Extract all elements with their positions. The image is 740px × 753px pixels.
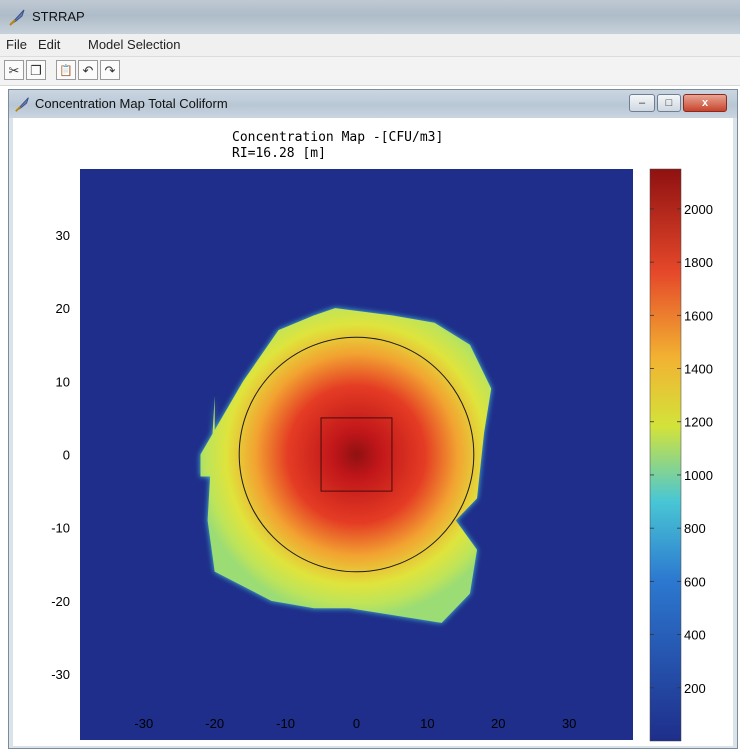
paste-icon: 📋 [59,65,73,77]
map-axes [80,169,633,740]
radius-of-influence-circle [238,336,475,573]
minimize-button[interactable]: – [629,94,655,112]
x-tick-label: -20 [205,716,224,731]
concentration-chart: Concentration Map -[CFU/m3] RI=16.28 [m]… [51,130,713,742]
x-tick-label: -30 [134,716,153,731]
x-tick-label: 30 [562,716,576,731]
x-tick-label: 10 [420,716,434,731]
menu-file[interactable]: File [6,37,27,52]
concentration-map-window: Concentration Map Total Coliform – □ x [8,89,738,749]
feather-icon [15,97,29,112]
paste-button[interactable]: 📋 [56,60,76,80]
y-tick-label: -30 [51,667,70,682]
y-tick-labels: 30 20 10 0 -10 -20 -30 [51,228,70,682]
window-titlebar[interactable]: Concentration Map Total Coliform – □ x [9,90,737,118]
colorbar-tick-label: 1800 [684,255,713,270]
feather-icon [9,9,25,26]
colorbar-tick-label: 1200 [684,415,713,430]
y-tick-label: -20 [51,594,70,609]
close-button[interactable]: x [683,94,727,112]
x-tick-label: 20 [491,716,505,731]
y-tick-label: 30 [56,228,70,243]
y-tick-label: 20 [56,301,70,316]
chart-subtitle: RI=16.28 [m] [232,146,326,161]
y-tick-label: 10 [56,374,70,389]
maximize-button[interactable]: □ [657,94,681,112]
x-tick-label: 0 [353,716,360,731]
menubar: File Edit Model Selection [0,34,740,57]
redo-button[interactable]: ↷ [100,60,120,80]
cut-button[interactable]: ✂ [4,60,24,80]
toolbar: ✂ ❐ 📋 ↶ ↷ [0,57,740,86]
redo-icon: ↷ [104,63,116,78]
colorbar-tick-label: 200 [684,681,706,696]
window-title: Concentration Map Total Coliform [35,96,228,111]
chart-title: Concentration Map -[CFU/m3] [232,130,443,145]
colorbar-tick-label: 800 [684,521,706,536]
app-title: STRRAP [32,9,85,24]
scissors-icon: ✂ [8,63,20,78]
colorbar-tick-label: 1400 [684,362,713,377]
plot-area: Concentration Map -[CFU/m3] RI=16.28 [m]… [13,118,733,746]
plume-layer [200,308,492,623]
colorbar-tick-label: 400 [684,628,706,643]
app-titlebar: STRRAP [0,0,740,34]
colorbar-tick-label: 2000 [684,202,713,217]
y-tick-label: 0 [63,448,70,463]
x-tick-labels: -30 -20 -10 0 10 20 30 [134,716,576,731]
undo-button[interactable]: ↶ [78,60,98,80]
colorbar-tick-label: 1000 [684,468,713,483]
maximize-icon: □ [665,97,673,109]
source-square [320,417,393,492]
copy-button[interactable]: ❐ [26,60,46,80]
colorbar-tick-label: 1600 [684,308,713,323]
close-icon: x [701,97,709,109]
x-tick-label: -10 [276,716,295,731]
plume-body [200,308,492,623]
colorbar: 2000 1800 1600 1400 1200 1000 800 600 400 200 [649,168,713,742]
colorbar-tick-label: 600 [684,574,706,589]
menu-edit[interactable]: Edit [38,37,61,52]
undo-icon: ↶ [82,63,94,78]
y-tick-label: -10 [51,521,70,536]
menu-model-selection[interactable]: Model Selection [88,37,181,52]
colorbar-gradient [649,168,682,742]
colorbar-tick-labels: 2000 1800 1600 1400 1200 1000 800 600 400 200 [650,202,713,696]
minimize-icon: – [638,97,646,109]
copy-icon: ❐ [30,63,42,78]
